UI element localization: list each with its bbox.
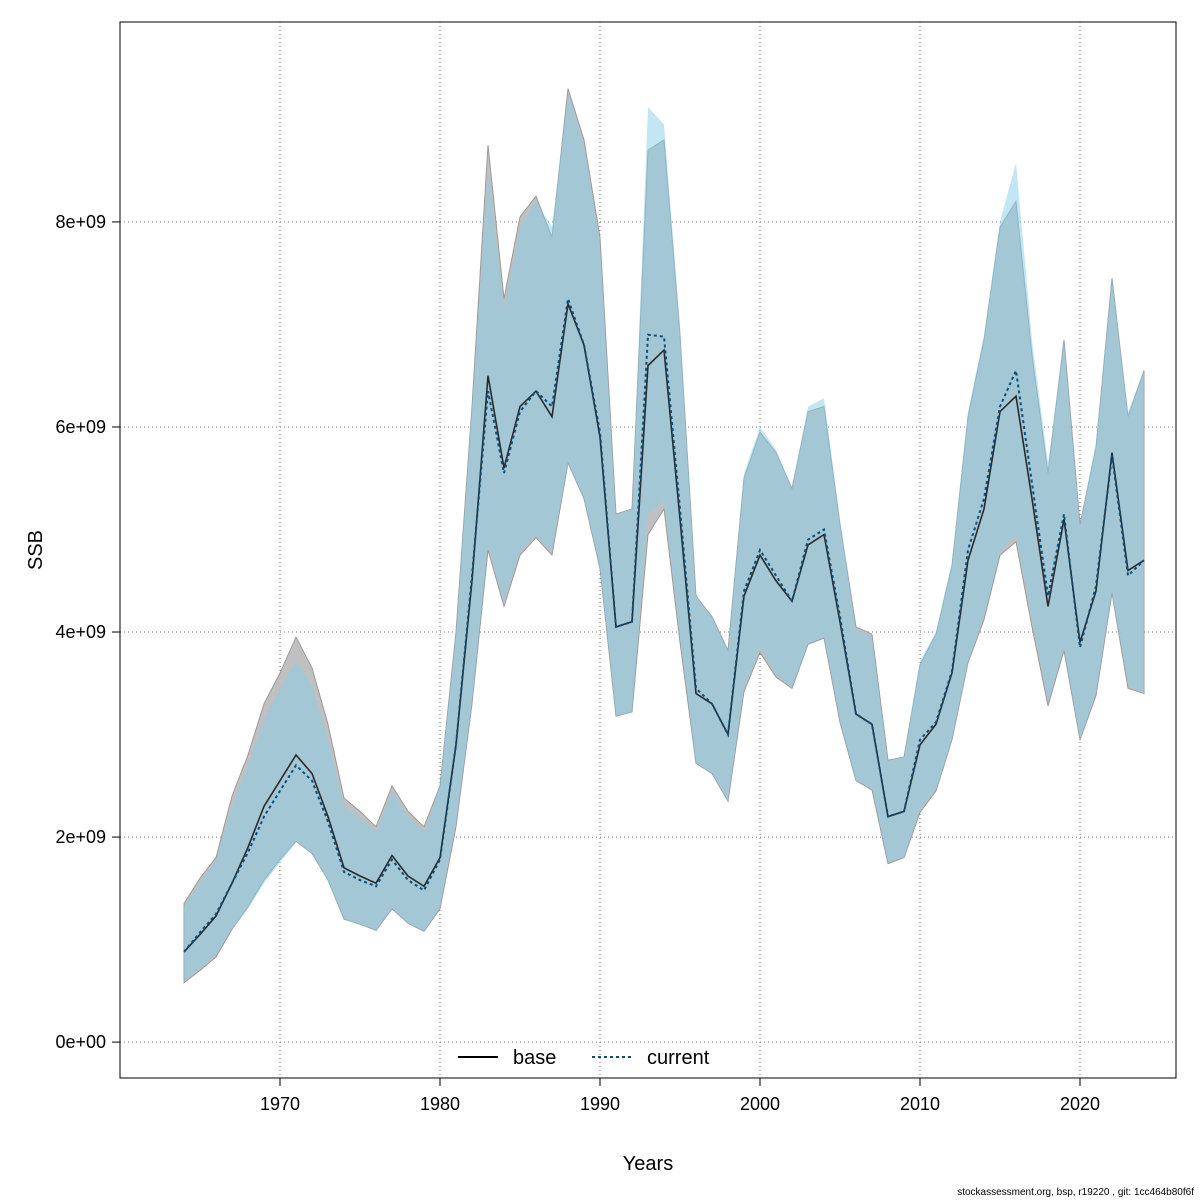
y-axis: 0e+00 2e+09 4e+09 6e+09 8e+09 (55, 212, 120, 1052)
y-axis-title: SSB (25, 530, 47, 570)
y-tick-label: 2e+09 (55, 827, 106, 847)
x-tick-label: 1970 (260, 1094, 300, 1114)
x-tick-label: 2010 (900, 1094, 940, 1114)
base-series-line (183, 300, 1145, 953)
current-series-line (183, 298, 1145, 953)
footer-credit: stockassessment.org, bsp, r19220 , git: … (957, 1187, 1194, 1198)
current-confidence-band (184, 93, 1144, 981)
y-tick-label: 4e+09 (55, 622, 106, 642)
x-tick-label: 2020 (1060, 1094, 1100, 1114)
confidence-bands (183, 88, 1145, 984)
legend: base current (458, 1047, 710, 1069)
x-axis: 1970 1980 1990 2000 2010 2020 (260, 1078, 1100, 1114)
series-lines (183, 298, 1145, 953)
plot-frame (119, 21, 1177, 1079)
y-tick-label: 6e+09 (55, 417, 106, 437)
y-tick-label: 8e+09 (55, 212, 106, 232)
x-axis-title: Years (623, 1153, 673, 1175)
x-tick-label: 1990 (580, 1094, 620, 1114)
y-tick-label: 0e+00 (55, 1032, 106, 1052)
x-tick-label: 2000 (740, 1094, 780, 1114)
legend-label-base: base (513, 1047, 556, 1069)
legend-label-current: current (647, 1047, 710, 1069)
x-tick-label: 1980 (420, 1094, 460, 1114)
